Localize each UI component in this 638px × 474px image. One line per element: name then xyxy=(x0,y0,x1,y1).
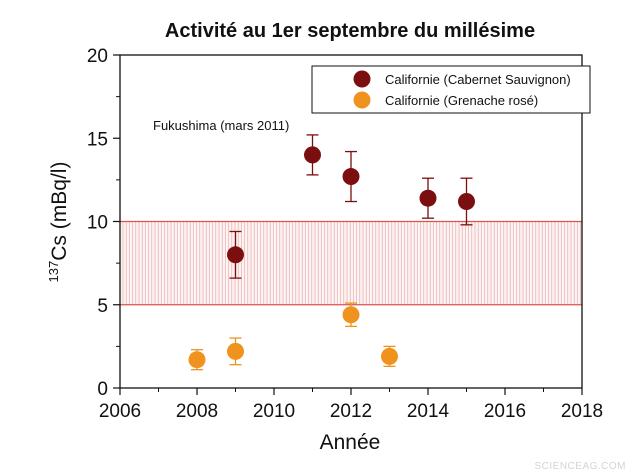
legend-label-cabernet: Californie (Cabernet Sauvignon) xyxy=(385,72,571,87)
series-0 xyxy=(227,134,475,279)
x-axis-label: Année xyxy=(320,431,381,454)
series-1 xyxy=(188,302,398,371)
data-point xyxy=(342,168,360,186)
x-tick-label: 2008 xyxy=(176,401,218,422)
y-tick-label: 10 xyxy=(87,213,108,234)
y-axis-label-superscript: 137 xyxy=(46,261,61,283)
y-tick-label: 15 xyxy=(87,129,108,150)
data-point xyxy=(304,146,321,164)
legend-marker-cabernet xyxy=(353,70,371,88)
y-axis-label-main: Cs (mBq/l) xyxy=(48,162,71,261)
x-tick-label: 2016 xyxy=(484,401,526,422)
data-point xyxy=(342,306,360,324)
legend: Californie (Cabernet Sauvignon) Californ… xyxy=(311,65,591,114)
watermark: SCIENCEAG.COM xyxy=(534,461,626,472)
y-axis-label-text: 137Cs (mBq/l) xyxy=(46,162,71,283)
y-tick-label: 0 xyxy=(97,379,108,400)
chart-title: Activité au 1er septembre du millésime xyxy=(165,20,535,42)
data-series xyxy=(188,134,475,371)
legend-marker-grenache xyxy=(353,91,371,109)
data-point xyxy=(227,246,244,264)
x-tick-label: 2010 xyxy=(253,401,295,422)
data-point xyxy=(227,342,244,360)
y-axis-label: 137Cs (mBq/l) xyxy=(46,162,71,283)
data-point xyxy=(188,351,206,369)
y-tick-label: 5 xyxy=(97,296,108,317)
x-tick-label: 2014 xyxy=(407,401,450,422)
band-fill xyxy=(120,221,582,305)
reference-band xyxy=(120,220,582,306)
data-point xyxy=(458,193,475,211)
x-tick-label: 2006 xyxy=(99,401,141,422)
x-tick-label: 2018 xyxy=(561,401,603,422)
x-tick-label: 2012 xyxy=(330,401,372,422)
data-point xyxy=(381,347,398,365)
legend-label-grenache: Californie (Grenache rosé) xyxy=(385,93,538,108)
y-tick-label: 20 xyxy=(87,46,108,67)
data-point xyxy=(419,189,437,207)
tick-marks: 2006 2008 2010 2012 2014 2016 2018 0 5 10 15 20 xyxy=(87,46,603,422)
fukushima-annotation: Fukushima (mars 2011) xyxy=(153,118,289,133)
